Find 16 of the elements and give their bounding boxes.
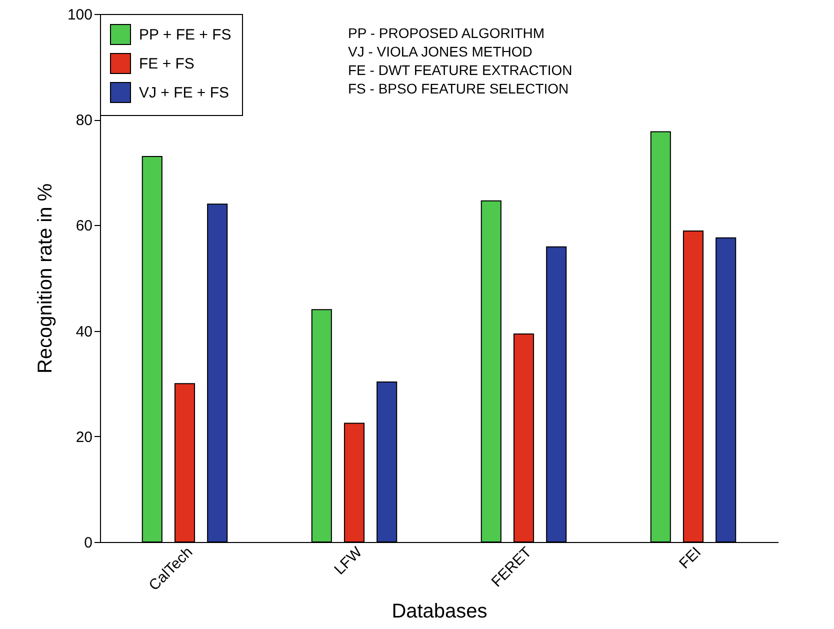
y-tick-label: 100 [67,6,92,24]
annotation: VJ - VIOLA JONES METHOD [348,44,532,60]
x-tick-label: FEI [676,544,705,572]
y-tick-label: 0 [84,534,92,552]
legend-label: FE + FS [139,56,194,72]
y-tick-label: 80 [76,112,92,130]
legend-label: VJ + FE + FS [139,84,230,102]
y-tick-label: 40 [76,323,92,340]
annotation: FS - BPSO FEATURE SELECTION [348,80,569,96]
x-axis-title: Databases [392,600,488,622]
y-axis-title: Recognition rate in % [34,183,56,374]
y-tick-label: 60 [76,218,92,235]
legend-label: PP + FE + FS [139,26,232,44]
annotation: FE - DWT FEATURE EXTRACTION [348,62,572,78]
annotation: PP - PROPOSED ALGORITHM [348,25,545,41]
y-tick-label: 20 [76,428,92,446]
